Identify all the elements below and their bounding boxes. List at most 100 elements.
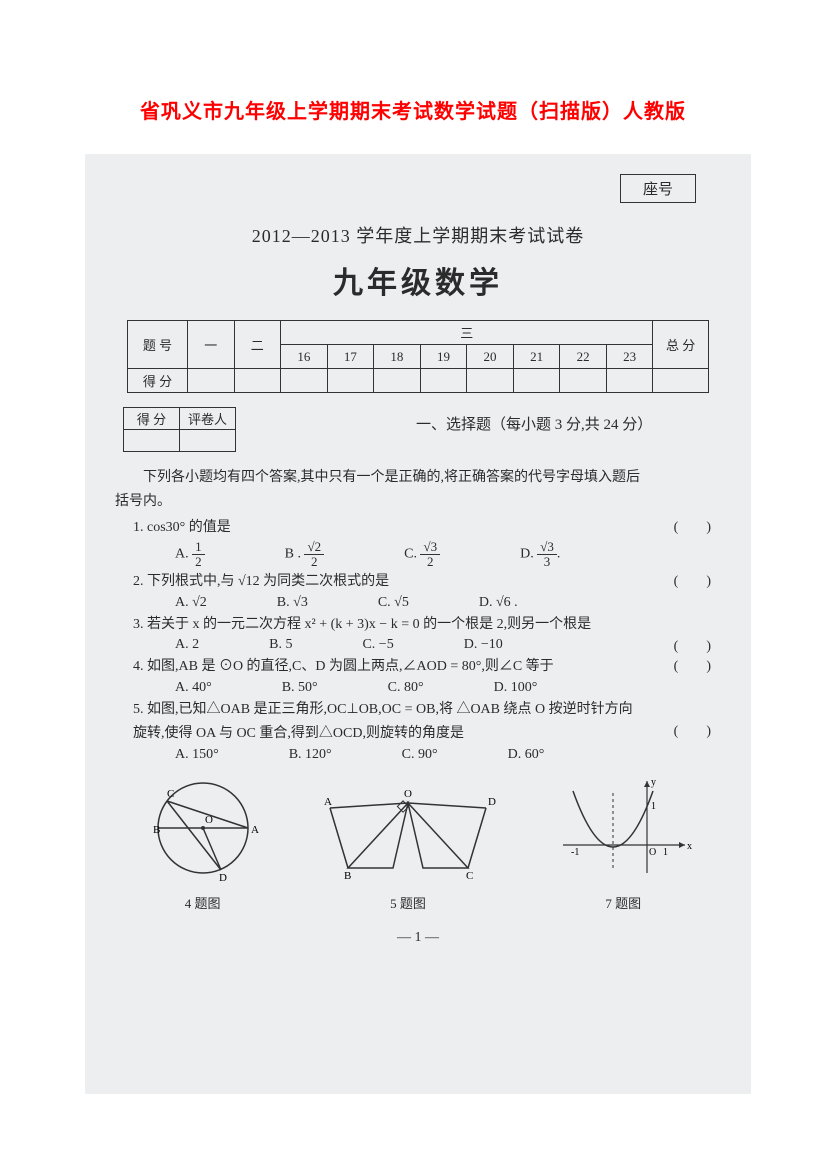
cell <box>234 369 281 393</box>
answer-paren: ( ) <box>674 655 711 680</box>
option-D: D. √33. <box>520 540 560 568</box>
figures-row: C B A O D 4 题图 O A B C D <box>115 773 721 912</box>
col-header-question-num: 题 号 <box>128 321 188 369</box>
question-3: 3. 若关于 x 的一元二次方程 x² + (k + 3)x − k = 0 的… <box>133 613 721 638</box>
question-4: 4. 如图,AB 是 ⊙O 的直径,C、D 为圆上两点,∠AOD = 80°,则… <box>133 655 721 680</box>
col-header-section3: 三 <box>281 321 653 345</box>
seat-number-box: 座号 <box>620 174 696 203</box>
svg-text:O: O <box>404 788 412 800</box>
page-number: — 1 — <box>115 930 721 946</box>
question-1: 1. cos30° 的值是 ( ) <box>133 516 721 541</box>
grader-table: 得 分 评卷人 <box>123 407 236 452</box>
cell: 19 <box>420 345 467 369</box>
table-row <box>124 430 236 452</box>
answer-paren: ( ) <box>674 720 711 745</box>
instructions-text: 下列各小题均有四个答案,其中只有一个是正确的,将正确答案的代号字母填入题后 括号… <box>115 466 721 514</box>
option-A: A. 2 <box>175 637 199 653</box>
parabola-graph-icon: x y O -1 1 1 <box>553 773 693 883</box>
option-D: D. −10 <box>464 637 503 653</box>
figure-5-caption: 5 题图 <box>318 893 498 912</box>
question-4-text: 4. 如图,AB 是 ⊙O 的直径,C、D 为圆上两点,∠AOD = 80°,则… <box>133 659 554 674</box>
question-2-text: 2. 下列根式中,与 √12 为同类二次根式的是 <box>133 574 389 589</box>
cell <box>281 369 328 393</box>
svg-text:C: C <box>167 788 174 800</box>
question-1-options: A. 12 B . √22 C. √32 D. √33. <box>175 540 721 568</box>
cell: 16 <box>281 345 328 369</box>
figure-5: O A B C D 5 题图 <box>318 773 498 912</box>
row-header-score: 得 分 <box>128 369 188 393</box>
score-summary-table: 题 号 一 二 三 总 分 16 17 18 19 20 21 22 23 得 … <box>127 320 709 393</box>
instructions-line1: 下列各小题均有四个答案,其中只有一个是正确的,将正确答案的代号字母填入题后 <box>143 470 640 485</box>
svg-text:B: B <box>153 824 160 836</box>
option-B: B. √3 <box>277 595 308 611</box>
figure-4-caption: 4 题图 <box>143 893 263 912</box>
cell: 17 <box>327 345 374 369</box>
cell <box>653 369 708 393</box>
cell: 23 <box>606 345 653 369</box>
answer-paren: ( ) <box>674 570 711 595</box>
document-title: 省巩义市九年级上学期期末考试数学试题（扫描版）人教版 <box>0 0 826 124</box>
instructions-line2: 括号内。 <box>115 494 171 509</box>
question-5: 5. 如图,已知△OAB 是正三角形,OC⊥OB,OC = OB,将 △OAB … <box>133 698 721 747</box>
triangle-rotation-diagram-icon: O A B C D <box>318 773 498 883</box>
svg-text:C: C <box>466 870 473 882</box>
cell: 20 <box>467 345 514 369</box>
cell: 21 <box>513 345 560 369</box>
option-B: B. 120° <box>289 747 332 763</box>
col-header-section1: 一 <box>187 321 234 369</box>
cell <box>374 369 421 393</box>
question-2: 2. 下列根式中,与 √12 为同类二次根式的是 ( ) <box>133 570 721 595</box>
svg-text:O: O <box>205 814 213 826</box>
option-D: D. √6 . <box>479 595 518 611</box>
question-5-line1: 5. 如图,已知△OAB 是正三角形,OC⊥OB,OC = OB,将 △OAB … <box>133 702 633 717</box>
question-3-text: 3. 若关于 x 的一元二次方程 x² + (k + 3)x − k = 0 的… <box>133 617 591 632</box>
cell <box>187 369 234 393</box>
option-A: A. 40° <box>175 680 212 696</box>
exam-subject: 九年级数学 <box>115 258 721 302</box>
svg-text:B: B <box>344 870 351 882</box>
option-A: A. 150° <box>175 747 219 763</box>
table-row: 题 号 一 二 三 总 分 <box>128 321 709 345</box>
figure-7-caption: 7 题图 <box>553 893 693 912</box>
option-A: A. √2 <box>175 595 207 611</box>
cell <box>560 369 607 393</box>
question-3-options: A. 2 B. 5 C. −5 D. −10 <box>175 637 721 653</box>
section-1-title: 一、选择题（每小题 3 分,共 24 分） <box>416 413 652 434</box>
option-B: B. 5 <box>269 637 292 653</box>
option-C: C. 90° <box>402 747 438 763</box>
svg-text:1: 1 <box>651 801 656 812</box>
option-B: B. 50° <box>282 680 318 696</box>
question-2-options: A. √2 B. √3 C. √5 D. √6 . <box>175 595 721 611</box>
svg-text:O: O <box>649 847 656 858</box>
scanned-exam-page: 座号 2012—2013 学年度上学期期末考试试卷 九年级数学 题 号 一 二 … <box>85 154 751 1094</box>
cell: 22 <box>560 345 607 369</box>
figure-4: C B A O D 4 题图 <box>143 773 263 912</box>
option-A: A. 12 <box>175 540 205 568</box>
svg-text:D: D <box>488 796 496 808</box>
cell <box>327 369 374 393</box>
col-header-total: 总 分 <box>653 321 708 369</box>
option-D: D. 100° <box>494 680 538 696</box>
cell <box>606 369 653 393</box>
cell-score-label: 得 分 <box>124 408 180 430</box>
svg-text:y: y <box>651 777 656 788</box>
table-row: 得 分 <box>128 369 709 393</box>
svg-text:1: 1 <box>663 847 668 858</box>
question-1-text: 1. cos30° 的值是 <box>133 520 231 535</box>
figure-7: x y O -1 1 1 7 题图 <box>553 773 693 912</box>
option-B: B . √22 <box>285 540 324 568</box>
col-header-section2: 二 <box>234 321 281 369</box>
exam-year-line: 2012—2013 学年度上学期期末考试试卷 <box>115 222 721 248</box>
table-row: 得 分 评卷人 <box>124 408 236 430</box>
cell <box>513 369 560 393</box>
cell <box>124 430 180 452</box>
cell <box>420 369 467 393</box>
question-5-options: A. 150° B. 120° C. 90° D. 60° <box>175 747 721 763</box>
svg-text:A: A <box>324 796 332 808</box>
cell <box>180 430 236 452</box>
question-5-line2: 旋转,使得 OA 与 OC 重合,得到△OCD,则旋转的角度是 <box>133 726 464 741</box>
question-4-options: A. 40° B. 50° C. 80° D. 100° <box>175 680 721 696</box>
cell <box>467 369 514 393</box>
svg-text:D: D <box>219 872 227 883</box>
cell-grader-label: 评卷人 <box>180 408 236 430</box>
